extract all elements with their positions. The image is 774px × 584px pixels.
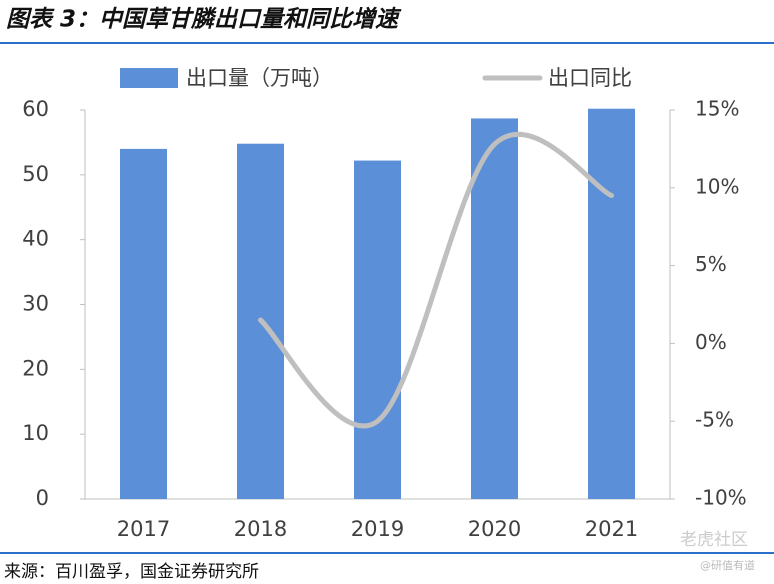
bar [588,108,635,499]
bar [354,160,401,499]
y-tick-label: 0 [36,486,49,510]
source: 来源：百川盈孚，国金证券研究所 [4,562,259,582]
bar [471,118,518,499]
y2-tick-label: 15% [695,97,739,121]
y-tick-label: 20 [22,356,49,380]
y2-tick-label: 0% [695,330,727,354]
legend-swatch [120,68,178,88]
legend-label: 出口量（万吨） [186,66,333,90]
y-tick-label: 40 [22,227,49,251]
x-tick-label: 2021 [585,517,638,541]
x-tick-label: 2019 [351,517,404,541]
y-tick-label: 50 [22,162,49,186]
y2-tick-label: 5% [695,252,727,276]
chart-title: 图表 3：中国草甘膦出口量和同比增速 [6,7,402,33]
y-tick-label: 60 [22,97,49,121]
line [258,131,614,429]
x-tick-label: 2020 [468,517,521,541]
x-tick-label: 2018 [234,517,287,541]
y-tick-label: 30 [22,292,49,316]
y2-tick-label: 10% [695,174,739,198]
watermark: @研值有道 [700,558,755,572]
y2-tick-label: -10% [695,486,747,510]
legend-label: 出口同比 [548,66,632,90]
y2-tick-label: -5% [695,408,734,432]
watermark: 老虎社区 [680,530,748,550]
y-tick-label: 10 [22,421,49,445]
bar [120,148,167,499]
x-tick-label: 2017 [117,517,170,541]
